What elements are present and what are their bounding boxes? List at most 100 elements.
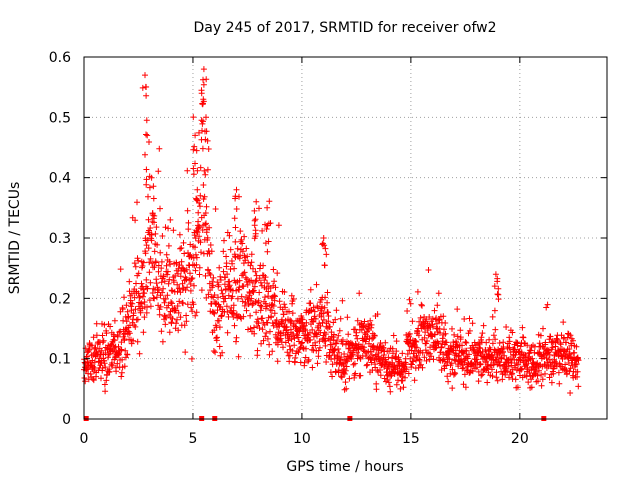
data-point xyxy=(119,306,126,313)
data-point xyxy=(200,96,207,103)
data-point xyxy=(353,329,360,336)
data-point xyxy=(262,274,269,281)
data-point xyxy=(438,344,445,351)
data-point xyxy=(368,359,375,366)
data-point xyxy=(173,320,179,327)
data-point xyxy=(146,184,153,191)
y-tick-label: 0.1 xyxy=(49,352,71,368)
data-point xyxy=(411,377,418,384)
data-point xyxy=(556,380,563,387)
data-point xyxy=(506,344,513,351)
data-point xyxy=(145,245,152,252)
data-point xyxy=(320,310,327,317)
data-point xyxy=(269,301,276,308)
data-point xyxy=(193,254,200,261)
data-point xyxy=(324,299,331,306)
data-point xyxy=(188,304,195,311)
data-point xyxy=(281,301,288,308)
data-point xyxy=(244,253,251,260)
data-point xyxy=(292,354,299,361)
data-point xyxy=(377,367,383,373)
data-point xyxy=(140,286,147,293)
x-tick-label: 0 xyxy=(80,431,89,447)
data-point xyxy=(132,217,139,224)
data-point xyxy=(210,348,217,354)
data-point xyxy=(288,336,295,343)
data-point xyxy=(187,281,194,287)
data-point xyxy=(85,348,92,355)
data-point xyxy=(168,299,174,306)
data-point xyxy=(363,349,370,356)
data-point xyxy=(410,358,417,365)
data-point xyxy=(462,339,469,345)
data-point xyxy=(196,129,202,136)
data-point xyxy=(107,323,114,330)
data-point xyxy=(256,289,263,296)
data-point xyxy=(203,76,210,83)
data-point xyxy=(155,168,162,175)
data-point xyxy=(212,206,219,212)
data-point xyxy=(325,318,332,325)
data-point xyxy=(174,303,181,309)
data-point xyxy=(86,346,93,353)
data-point xyxy=(345,331,352,338)
data-point xyxy=(231,322,238,329)
data-point xyxy=(506,374,512,381)
data-point xyxy=(148,174,155,181)
data-point xyxy=(367,317,374,324)
data-point xyxy=(101,381,108,388)
data-point xyxy=(423,357,430,364)
data-point xyxy=(182,349,189,356)
data-point xyxy=(203,203,210,210)
data-point xyxy=(492,271,499,278)
data-point xyxy=(233,334,240,341)
data-point xyxy=(354,349,360,356)
data-point xyxy=(155,268,162,275)
data-point xyxy=(334,337,341,343)
data-point xyxy=(489,313,496,320)
data-point xyxy=(256,275,263,282)
data-point xyxy=(141,290,148,297)
data-point xyxy=(253,272,260,279)
data-point xyxy=(216,317,222,324)
data-point xyxy=(315,347,322,354)
data-point xyxy=(258,303,265,310)
data-point xyxy=(575,357,582,364)
data-point xyxy=(105,354,111,361)
data-point xyxy=(169,300,175,307)
data-point xyxy=(274,270,281,277)
data-point xyxy=(264,335,271,342)
data-point xyxy=(103,330,110,337)
data-point xyxy=(570,337,576,344)
data-point xyxy=(149,210,156,217)
data-point xyxy=(338,374,345,381)
data-point xyxy=(543,304,550,311)
data-point xyxy=(268,313,275,320)
data-point xyxy=(139,263,146,269)
y-tick-label: 0.2 xyxy=(49,291,71,307)
data-point xyxy=(273,317,280,324)
data-point xyxy=(399,350,406,357)
data-point xyxy=(319,241,326,248)
data-point xyxy=(337,356,344,363)
data-point xyxy=(503,324,510,330)
data-point xyxy=(132,263,139,270)
data-point xyxy=(406,296,413,303)
data-point xyxy=(189,275,196,282)
data-point xyxy=(493,357,500,364)
data-point xyxy=(572,361,579,368)
data-point xyxy=(489,366,495,373)
data-point xyxy=(147,225,154,231)
data-point xyxy=(562,361,569,368)
data-point xyxy=(202,221,209,228)
data-point xyxy=(90,334,97,341)
y-axis-label: SRMTID / TECUs xyxy=(7,182,23,295)
data-point xyxy=(146,259,153,266)
data-point xyxy=(158,328,165,335)
data-point xyxy=(314,360,321,367)
data-point xyxy=(345,345,352,352)
data-point xyxy=(91,365,98,371)
data-point xyxy=(192,235,199,242)
data-point xyxy=(144,304,150,311)
